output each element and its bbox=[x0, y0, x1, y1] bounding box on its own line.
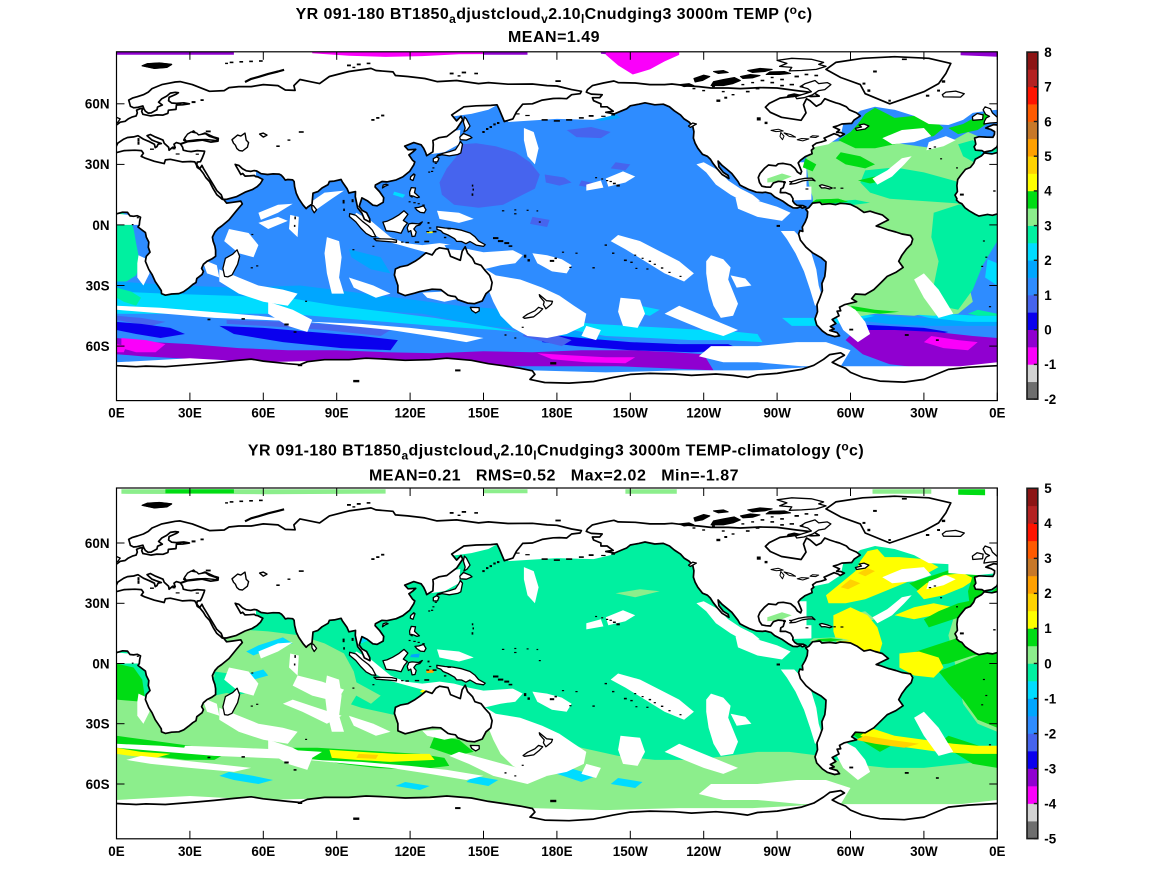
svg-text:-3: -3 bbox=[1044, 761, 1056, 776]
svg-text:90E: 90E bbox=[325, 844, 349, 859]
svg-text:150W: 150W bbox=[613, 844, 648, 859]
svg-text:90E: 90E bbox=[325, 406, 349, 421]
svg-text:8: 8 bbox=[1044, 45, 1052, 60]
svg-text:90W: 90W bbox=[763, 844, 791, 859]
svg-text:6: 6 bbox=[1044, 114, 1051, 129]
svg-text:180E: 180E bbox=[541, 844, 572, 859]
svg-text:180E: 180E bbox=[541, 406, 572, 421]
svg-text:150E: 150E bbox=[468, 844, 499, 859]
svg-text:60S: 60S bbox=[86, 777, 110, 792]
svg-text:5: 5 bbox=[1044, 149, 1052, 164]
svg-text:150W: 150W bbox=[613, 406, 648, 421]
svg-text:-4: -4 bbox=[1044, 796, 1056, 811]
svg-text:3: 3 bbox=[1044, 551, 1051, 566]
svg-text:1: 1 bbox=[1044, 621, 1052, 636]
svg-text:0: 0 bbox=[1044, 656, 1051, 671]
svg-text:0E: 0E bbox=[989, 844, 1005, 859]
svg-text:3: 3 bbox=[1044, 218, 1051, 233]
svg-text:4: 4 bbox=[1044, 184, 1052, 199]
svg-text:30S: 30S bbox=[86, 717, 110, 732]
svg-text:-1: -1 bbox=[1044, 691, 1056, 706]
svg-text:7: 7 bbox=[1044, 80, 1051, 95]
svg-text:60S: 60S bbox=[86, 339, 110, 354]
svg-text:2: 2 bbox=[1044, 586, 1051, 601]
svg-text:30W: 30W bbox=[910, 844, 938, 859]
svg-text:60E: 60E bbox=[251, 844, 275, 859]
svg-text:60W: 60W bbox=[837, 406, 865, 421]
svg-text:0N: 0N bbox=[92, 218, 109, 233]
svg-text:-2: -2 bbox=[1044, 392, 1056, 407]
svg-text:30N: 30N bbox=[85, 596, 110, 611]
svg-text:-2: -2 bbox=[1044, 726, 1056, 741]
svg-text:30N: 30N bbox=[85, 157, 110, 172]
svg-text:120W: 120W bbox=[686, 844, 721, 859]
svg-text:MEAN=0.21 RMS=0.52 Max=2.0: MEAN=0.21 RMS=0.52 Max=2.02 Min=-1.87 bbox=[369, 468, 739, 485]
svg-text:2: 2 bbox=[1044, 253, 1051, 268]
svg-text:120W: 120W bbox=[686, 406, 721, 421]
svg-text:0E: 0E bbox=[108, 844, 124, 859]
svg-text:YR 091-180 BT1850adjustcloudv2: YR 091-180 BT1850adjustcloudv2.10lCnudgi… bbox=[248, 440, 864, 463]
svg-text:30E: 30E bbox=[178, 844, 202, 859]
svg-text:-5: -5 bbox=[1044, 831, 1056, 846]
svg-text:-1: -1 bbox=[1044, 357, 1056, 372]
svg-text:MEAN=1.49: MEAN=1.49 bbox=[508, 29, 600, 46]
svg-text:120E: 120E bbox=[394, 844, 425, 859]
svg-text:0N: 0N bbox=[92, 656, 109, 671]
svg-text:30E: 30E bbox=[178, 406, 202, 421]
svg-text:60N: 60N bbox=[85, 536, 110, 551]
svg-text:150E: 150E bbox=[468, 406, 499, 421]
svg-text:60W: 60W bbox=[837, 844, 865, 859]
svg-text:60N: 60N bbox=[85, 97, 110, 112]
svg-text:30W: 30W bbox=[910, 406, 938, 421]
svg-text:120E: 120E bbox=[394, 406, 425, 421]
svg-text:0E: 0E bbox=[108, 406, 124, 421]
svg-text:30S: 30S bbox=[86, 278, 110, 293]
svg-text:0E: 0E bbox=[989, 406, 1005, 421]
svg-text:YR 091-180 BT1850adjustcloudv2: YR 091-180 BT1850adjustcloudv2.10lCnudgi… bbox=[296, 3, 813, 26]
svg-text:4: 4 bbox=[1044, 516, 1052, 531]
svg-text:90W: 90W bbox=[763, 406, 791, 421]
svg-text:1: 1 bbox=[1044, 288, 1052, 303]
svg-text:5: 5 bbox=[1044, 481, 1052, 496]
svg-text:0: 0 bbox=[1044, 323, 1051, 338]
svg-text:60E: 60E bbox=[251, 406, 275, 421]
